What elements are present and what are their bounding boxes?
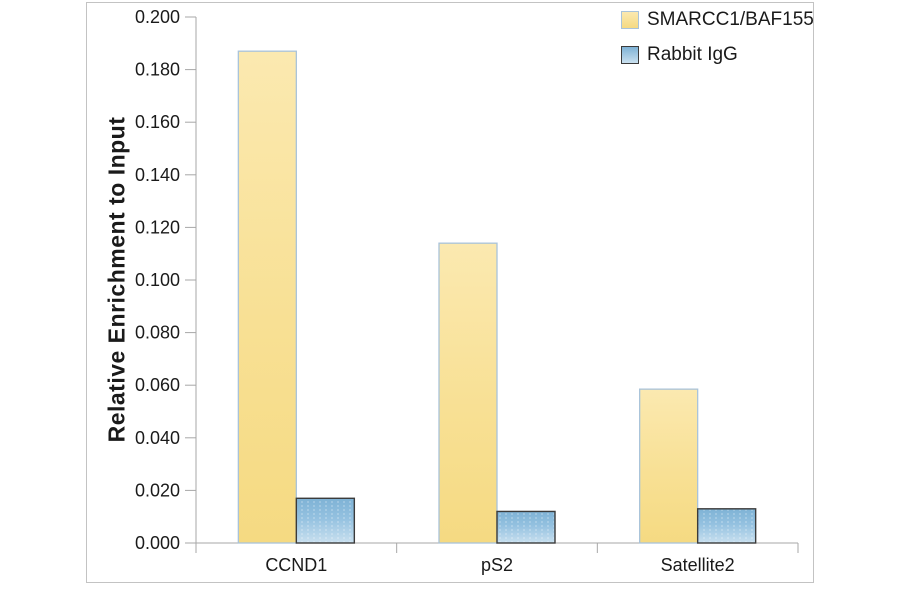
axis-labels: 0.000 0.020 0.040 0.060 0.080 0.100 0.120 0.140…: [135, 7, 735, 575]
legend-swatch-icon: [621, 46, 639, 64]
bar-smarcc1-baf155-ps2: [438, 242, 498, 544]
y-tick-label: 0.080: [135, 323, 180, 343]
bars: [237, 50, 757, 544]
x-category-label: pS2: [481, 555, 513, 575]
legend: SMARCC1/BAF155 Rabbit IgG: [621, 9, 814, 79]
legend-label: SMARCC1/BAF155: [647, 9, 814, 30]
y-tick-label: 0.000: [135, 533, 180, 553]
bar-smarcc1-baf155-satellite2: [639, 388, 699, 544]
bar-texture: [498, 512, 554, 542]
legend-swatch-icon: [621, 11, 639, 29]
y-tick-label: 0.120: [135, 217, 180, 237]
bar-smarcc1-baf155-ccnd1: [237, 50, 297, 544]
x-category-label: CCND1: [265, 555, 327, 575]
bar-texture: [698, 509, 755, 542]
y-tick-label: 0.180: [135, 60, 180, 80]
bar-texture: [297, 499, 354, 542]
y-tick-label: 0.040: [135, 428, 180, 448]
legend-label: Rabbit IgG: [647, 44, 738, 65]
legend-item-1: Rabbit IgG: [621, 44, 814, 66]
y-tick-label: 0.060: [135, 375, 180, 395]
y-tick-label: 0.020: [135, 480, 180, 500]
legend-item-0: SMARCC1/BAF155: [621, 9, 814, 31]
y-tick-label: 0.200: [135, 7, 180, 27]
x-category-label: Satellite2: [661, 555, 735, 575]
y-tick-label: 0.100: [135, 270, 180, 290]
y-tick-label: 0.160: [135, 112, 180, 132]
y-tick-label: 0.140: [135, 165, 180, 185]
